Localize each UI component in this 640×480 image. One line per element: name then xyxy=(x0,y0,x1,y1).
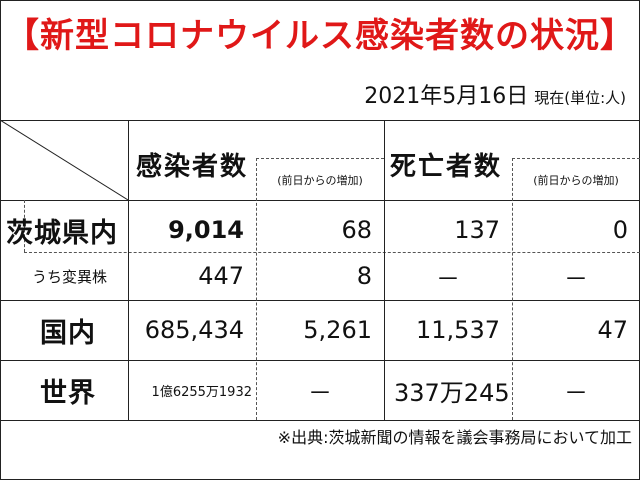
unit-note: 現在(単位:人) xyxy=(534,89,626,107)
ibaraki-deaths: 137 xyxy=(454,216,500,244)
header-infected-change: (前日からの増加) xyxy=(277,174,363,187)
col-divider-4 xyxy=(512,158,513,420)
page-title: 【新型コロナウイルス感染者数の状況】 xyxy=(5,16,635,56)
row-divider-sub xyxy=(24,252,640,253)
col-divider-3 xyxy=(384,120,385,420)
world-infected: 1億6255万1932 xyxy=(151,384,252,400)
row-label-ibaraki: 茨城県内 xyxy=(6,217,118,249)
japan-infected: 685,434 xyxy=(144,316,244,344)
subrow-indent-line xyxy=(24,200,25,252)
stats-table: 感染者数 (前日からの増加) 死亡者数 (前日からの増加) 茨城県内 9,014… xyxy=(0,120,640,421)
row-label-world: 世界 xyxy=(40,377,96,409)
col-divider-2 xyxy=(256,158,257,420)
col-divider-1 xyxy=(128,120,129,420)
japan-infected-change: 5,261 xyxy=(303,316,372,344)
ibaraki-infected: 9,014 xyxy=(168,216,244,244)
table-top-border xyxy=(0,120,640,121)
header-deaths: 死亡者数 xyxy=(390,151,503,182)
corner-diagonal xyxy=(0,120,129,201)
row-label-japan: 国内 xyxy=(40,317,96,349)
header-dash-left xyxy=(256,158,384,159)
report-date: 2021年5月16日 xyxy=(364,84,529,109)
header-infected: 感染者数 xyxy=(136,151,249,182)
row-divider-1 xyxy=(0,200,640,201)
ibaraki-infected-change: 68 xyxy=(341,216,372,244)
variant-deaths: － xyxy=(436,264,460,293)
source-note: ※出典:茨城新聞の情報を議会事務局において加工 xyxy=(277,428,632,447)
header-deaths-change: (前日からの増加) xyxy=(533,174,619,187)
world-deaths-change: － xyxy=(564,378,588,407)
date-line: 2021年5月16日 現在(単位:人) xyxy=(364,78,626,110)
ibaraki-deaths-change: 0 xyxy=(612,216,628,244)
row-divider-3 xyxy=(0,360,640,361)
japan-deaths-change: 47 xyxy=(597,316,628,344)
variant-deaths-change: － xyxy=(564,264,588,293)
row-divider-2 xyxy=(0,300,640,301)
variant-infected: 447 xyxy=(198,262,244,290)
world-deaths: 337万245 xyxy=(394,378,510,407)
row-label-variant: うち変異株 xyxy=(32,267,108,286)
variant-infected-change: 8 xyxy=(356,262,372,290)
japan-deaths: 11,537 xyxy=(416,316,500,344)
header-dash-right xyxy=(512,158,640,159)
table-bottom-border xyxy=(0,420,640,421)
world-infected-change: － xyxy=(308,378,332,407)
